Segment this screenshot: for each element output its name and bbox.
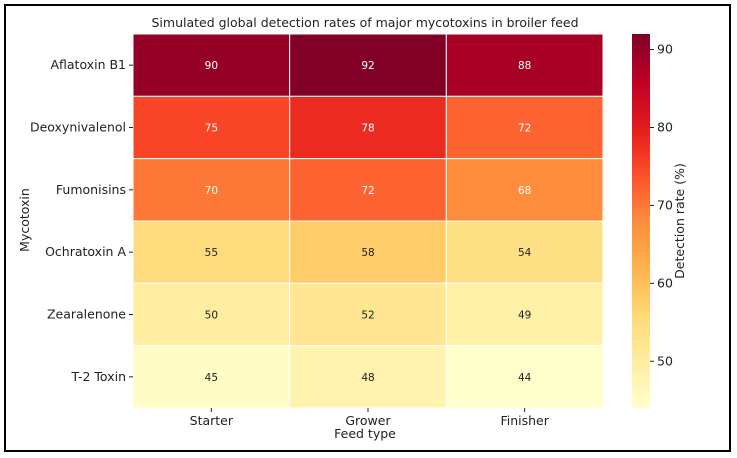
heatmap-cell: [132, 282, 291, 347]
cell-value-label: 72: [361, 185, 374, 197]
cell-value-label: 58: [361, 247, 374, 259]
chart-title: Simulated global detection rates of majo…: [151, 15, 578, 30]
heatmap-cells: 90 92 88 75 78 72 70 72 68 55 58 54 50 52 49 45 48 44: [132, 33, 604, 409]
heatmap-cell: [289, 95, 447, 160]
cell-value-label: 68: [518, 185, 531, 197]
colorbar-tick-label: 50: [657, 353, 673, 368]
cell-value-label: 88: [518, 60, 531, 72]
heatmap-cell: [445, 220, 604, 284]
colorbar-tick-label: 80: [657, 120, 673, 135]
y-tick-labels: Aflatoxin B1 Deoxynivalenol Fumonisins Ochr…: [30, 57, 133, 384]
x-tick-label: Finisher: [500, 413, 549, 428]
cell-value-label: 45: [205, 372, 218, 384]
cell-value-label: 52: [361, 310, 374, 322]
cell-value-label: 44: [518, 372, 532, 384]
x-tick-labels: Starter Grower Finisher: [190, 408, 550, 428]
y-tick-label: Deoxynivalenol: [30, 120, 126, 135]
cell-value-label: 70: [205, 185, 218, 197]
y-tick-label: Zearalenone: [47, 307, 126, 322]
heatmap-cell: [132, 95, 291, 160]
y-axis-label: Mycotoxin: [17, 188, 32, 252]
cell-value-label: 55: [205, 247, 218, 259]
cell-value-label: 49: [518, 310, 531, 322]
y-tick-label: Aflatoxin B1: [50, 57, 126, 72]
heatmap-cell: [289, 345, 447, 409]
colorbar-ticks: 50 60 70 80 90: [650, 42, 673, 368]
heatmap-cell: [289, 282, 447, 347]
colorbar: [632, 34, 650, 408]
heatmap-cell: [289, 33, 447, 97]
cell-value-label: 72: [518, 123, 531, 135]
colorbar-label: Detection rate (%): [672, 163, 687, 279]
cell-value-label: 48: [361, 372, 374, 384]
heatmap-cell: [445, 345, 604, 409]
y-tick-label: Fumonisins: [56, 182, 126, 197]
y-tick-label: Ochratoxin A: [45, 244, 126, 259]
heatmap-cell: [132, 33, 291, 97]
heatmap-cell: [445, 158, 604, 222]
heatmap-cell: [132, 345, 291, 409]
colorbar-tick-label: 90: [657, 42, 673, 57]
heatmap-cell: [445, 282, 604, 347]
y-tick-label: T-2 Toxin: [71, 369, 127, 384]
x-tick-label: Grower: [345, 413, 391, 428]
colorbar-tick-label: 70: [657, 197, 673, 212]
cell-value-label: 90: [205, 60, 218, 72]
cell-value-label: 50: [205, 310, 218, 322]
heatmap-cell: [289, 220, 447, 284]
heatmap-cell: [445, 33, 604, 97]
colorbar-tick-label: 60: [657, 275, 673, 290]
x-tick-label: Starter: [190, 413, 234, 428]
cell-value-label: 78: [361, 123, 374, 135]
x-axis-label: Feed type: [334, 426, 396, 441]
cell-value-label: 75: [205, 123, 218, 135]
cell-value-label: 92: [361, 60, 374, 72]
cell-value-label: 54: [518, 247, 532, 259]
